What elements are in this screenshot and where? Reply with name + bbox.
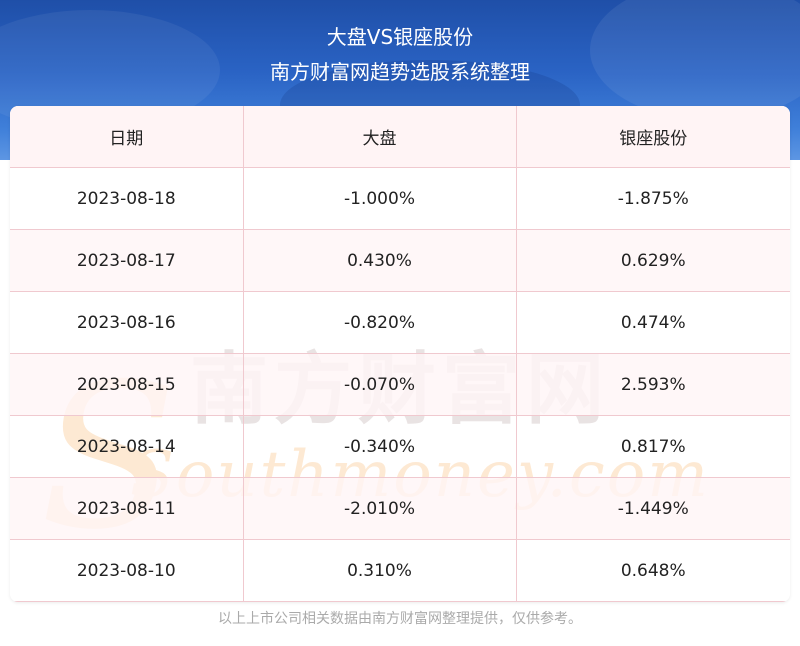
page-subtitle: 南方财富网趋势选股系统整理 [270,60,530,84]
comparison-table: 日期 大盘 银座股份 2023-08-18 -1.000% -1.875% 20… [10,106,790,602]
table-row: 2023-08-17 0.430% 0.629% [10,229,790,292]
cell-stock-change: 0.648% [516,539,790,602]
cell-stock-change: 0.474% [516,291,790,354]
cell-date: 2023-08-17 [10,229,244,292]
column-header-market: 大盘 [243,106,517,168]
table-row: 2023-08-10 0.310% 0.648% [10,539,790,602]
table-row: 2023-08-16 -0.820% 0.474% [10,291,790,354]
cell-date: 2023-08-15 [10,353,244,416]
table-row: 2023-08-18 -1.000% -1.875% [10,167,790,230]
cell-market-change: -0.070% [243,353,517,416]
cell-date: 2023-08-10 [10,539,244,602]
page-title: 大盘VS银座股份 [326,25,474,49]
column-header-date: 日期 [10,106,244,168]
comparison-card: S 南方财富网 Southmoney.com 日期 大盘 银座股份 2023-0… [10,106,790,602]
cell-market-change: -1.000% [243,167,517,230]
cell-market-change: 0.430% [243,229,517,292]
cell-market-change: -0.820% [243,291,517,354]
cell-market-change: -0.340% [243,415,517,478]
table-header-row: 日期 大盘 银座股份 [10,106,790,168]
cell-stock-change: 2.593% [516,353,790,416]
cell-market-change: 0.310% [243,539,517,602]
cell-stock-change: -1.449% [516,477,790,540]
cell-date: 2023-08-16 [10,291,244,354]
disclaimer-footer: 以上上市公司相关数据由南方财富网整理提供，仅供参考。 [218,611,582,627]
cell-stock-change: 0.817% [516,415,790,478]
table-row: 2023-08-15 -0.070% 2.593% [10,353,790,416]
table-row: 2023-08-14 -0.340% 0.817% [10,415,790,478]
cell-date: 2023-08-18 [10,167,244,230]
cell-market-change: -2.010% [243,477,517,540]
cell-date: 2023-08-14 [10,415,244,478]
table-row: 2023-08-11 -2.010% -1.449% [10,477,790,540]
column-header-stock: 银座股份 [516,106,790,168]
cell-stock-change: -1.875% [516,167,790,230]
cell-stock-change: 0.629% [516,229,790,292]
cell-date: 2023-08-11 [10,477,244,540]
